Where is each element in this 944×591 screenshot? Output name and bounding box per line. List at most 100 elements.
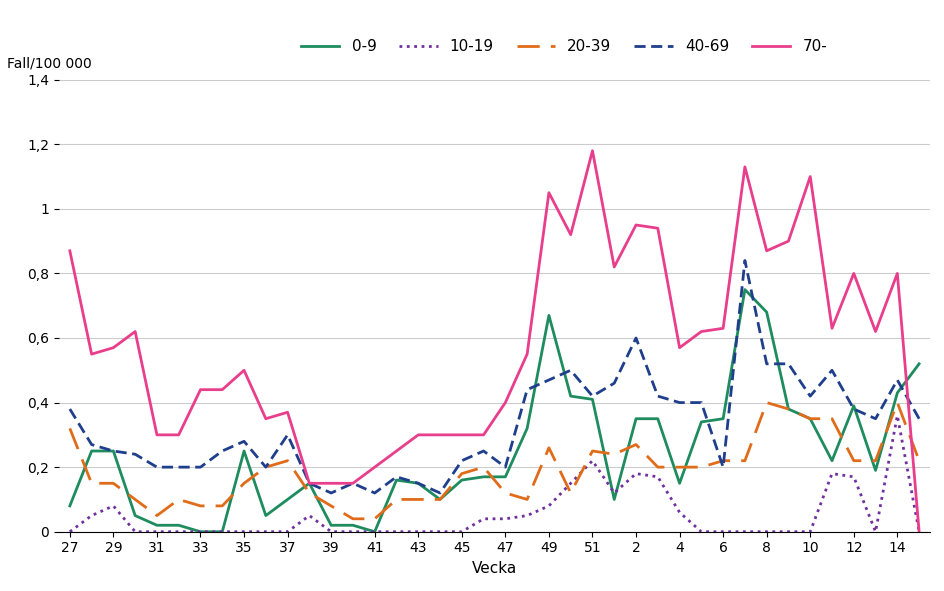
40-69 (346, 480, 358, 487)
40-69 (825, 367, 836, 374)
10-19 (434, 528, 446, 535)
10-19 (695, 528, 706, 535)
20-39 (434, 496, 446, 503)
Y-axis label: Fall/100 000: Fall/100 000 (7, 57, 92, 71)
70- (303, 480, 314, 487)
70- (194, 386, 206, 393)
0-9 (651, 415, 663, 422)
10-19 (64, 528, 76, 535)
70- (260, 415, 271, 422)
70- (630, 222, 641, 229)
70- (673, 344, 684, 351)
40-69 (434, 489, 446, 496)
10-19 (869, 528, 881, 535)
20-39 (194, 502, 206, 509)
20-39 (913, 457, 924, 465)
40-69 (173, 463, 184, 470)
70- (803, 173, 815, 180)
0-9 (216, 528, 228, 535)
40-69 (281, 431, 293, 439)
70- (738, 163, 750, 170)
40-69 (565, 367, 576, 374)
0-9 (716, 415, 728, 422)
0-9 (673, 480, 684, 487)
0-9 (543, 312, 554, 319)
20-39 (413, 496, 424, 503)
20-39 (608, 451, 619, 458)
70- (391, 447, 402, 454)
40-69 (803, 392, 815, 400)
0-9 (434, 496, 446, 503)
20-39 (825, 415, 836, 422)
40-69 (760, 361, 771, 368)
0-9 (129, 512, 141, 519)
70- (543, 189, 554, 196)
10-19 (413, 528, 424, 535)
20-39 (803, 415, 815, 422)
40-69 (391, 473, 402, 480)
40-69 (216, 447, 228, 454)
10-19 (238, 528, 249, 535)
20-39 (738, 457, 750, 465)
70- (346, 480, 358, 487)
40-69 (782, 361, 793, 368)
0-9 (738, 286, 750, 293)
10-19 (499, 515, 511, 522)
0-9 (825, 457, 836, 465)
10-19 (86, 512, 97, 519)
0-9 (369, 528, 380, 535)
10-19 (891, 412, 902, 419)
70- (108, 344, 119, 351)
70- (891, 270, 902, 277)
20-39 (129, 496, 141, 503)
10-19 (173, 528, 184, 535)
20-39 (586, 447, 598, 454)
Line: 0-9: 0-9 (70, 290, 919, 532)
0-9 (281, 496, 293, 503)
0-9 (586, 396, 598, 403)
70- (499, 399, 511, 406)
10-19 (782, 528, 793, 535)
40-69 (478, 447, 489, 454)
Line: 70-: 70- (70, 151, 919, 532)
40-69 (499, 463, 511, 470)
70- (325, 480, 336, 487)
10-19 (543, 502, 554, 509)
40-69 (608, 379, 619, 387)
0-9 (456, 476, 467, 483)
40-69 (108, 447, 119, 454)
20-39 (216, 502, 228, 509)
20-39 (108, 480, 119, 487)
0-9 (194, 528, 206, 535)
70- (413, 431, 424, 439)
40-69 (847, 405, 858, 413)
0-9 (346, 522, 358, 529)
0-9 (499, 473, 511, 480)
40-69 (369, 489, 380, 496)
20-39 (391, 496, 402, 503)
Line: 10-19: 10-19 (70, 415, 919, 532)
40-69 (260, 463, 271, 470)
20-39 (173, 496, 184, 503)
40-69 (586, 392, 598, 400)
0-9 (847, 402, 858, 410)
0-9 (391, 476, 402, 483)
70- (86, 350, 97, 358)
20-39 (499, 489, 511, 496)
10-19 (608, 489, 619, 496)
70- (64, 247, 76, 254)
10-19 (325, 528, 336, 535)
70- (456, 431, 467, 439)
10-19 (651, 473, 663, 480)
40-69 (891, 376, 902, 384)
20-39 (782, 405, 793, 413)
10-19 (803, 528, 815, 535)
70- (151, 431, 162, 439)
70- (651, 225, 663, 232)
10-19 (346, 528, 358, 535)
40-69 (456, 457, 467, 465)
40-69 (325, 489, 336, 496)
0-9 (891, 389, 902, 397)
40-69 (303, 480, 314, 487)
70- (760, 247, 771, 254)
